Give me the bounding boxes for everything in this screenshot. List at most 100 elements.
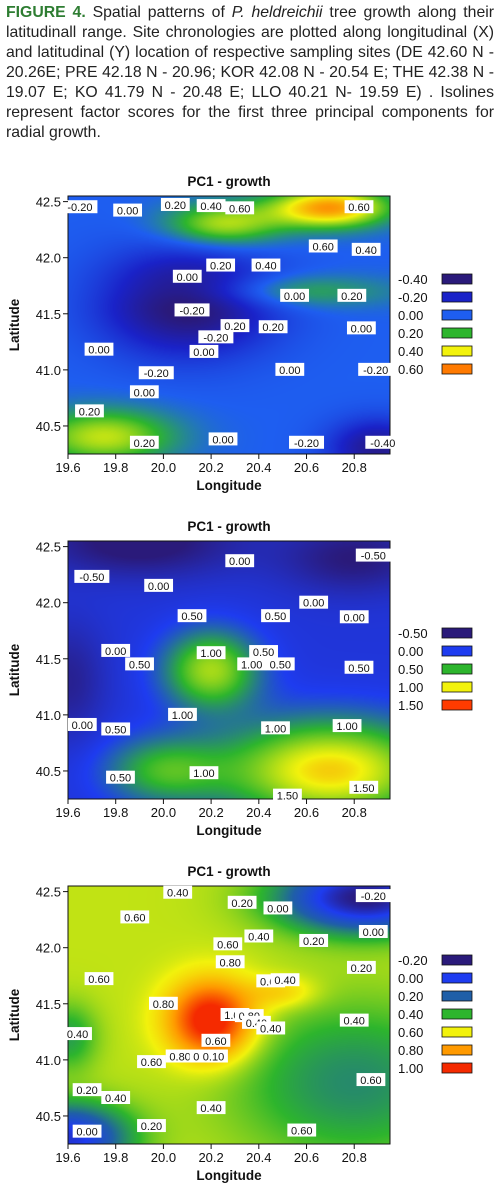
contour-label-box	[220, 319, 250, 333]
y-tick-label: 41.0	[36, 708, 61, 723]
contour-label-box	[273, 788, 302, 802]
contour-label: 0.60	[344, 200, 374, 214]
contour-label: 0.40	[101, 1091, 131, 1105]
contour-label-box	[74, 569, 110, 583]
contour-label-box	[355, 889, 391, 903]
contour-label-text: 0.00	[267, 903, 288, 915]
contour-label-box	[249, 645, 278, 659]
contour-label: 1.50	[273, 788, 302, 803]
contour-label-box	[344, 660, 374, 674]
contour-label-box	[251, 258, 281, 272]
contour-label: 0.80	[215, 955, 245, 969]
species-name: P. heldreichii	[231, 4, 323, 21]
contour-label: 0.50	[249, 645, 278, 659]
plot-frame	[67, 195, 391, 455]
contour-label-text: 0.00	[284, 291, 305, 303]
contour-label-box	[270, 973, 300, 987]
contour-label-box	[227, 895, 257, 909]
contour-label-text: 0.50	[129, 659, 150, 671]
contour-label-box	[358, 924, 388, 938]
contour-label: 0.40	[244, 929, 274, 943]
contour-label-box	[206, 258, 236, 272]
contour-label-text: 0.20	[141, 1121, 162, 1133]
contour-label-text: 0.60	[291, 1126, 312, 1138]
contour-label-box	[163, 885, 193, 899]
contour-label-box	[244, 929, 274, 943]
contour-label-text: -0.20	[144, 368, 169, 380]
contour-label: -0.20	[174, 303, 210, 317]
contour-label-text: 0.60	[124, 912, 145, 924]
legend-label: 1.50	[398, 698, 423, 713]
contour-label: 0.60	[225, 201, 255, 215]
y-tick-label: 42.5	[36, 195, 61, 210]
contour-label: 1.00	[189, 766, 219, 780]
contour-label-text: 0.00	[72, 720, 93, 732]
x-tick-label: 20.4	[246, 460, 271, 475]
x-tick-label: 20.0	[151, 805, 176, 820]
y-tick-label: 42.5	[36, 885, 61, 900]
contour-label-text: 0.20	[224, 321, 245, 333]
contour-label: 0.40	[196, 1101, 226, 1115]
chart-title: PC1 - growth	[187, 174, 270, 189]
contour-label-text: 1.50	[277, 791, 298, 803]
contour-label-box	[358, 362, 394, 376]
x-tick-label: 20.8	[342, 1150, 367, 1165]
contour-label: -0.20	[138, 366, 174, 380]
contour-label-box	[120, 910, 150, 924]
contour-label-text: 0.10	[203, 1052, 224, 1064]
contour-label: 1.00	[168, 707, 197, 722]
contour-label: 1.00	[196, 646, 226, 660]
figure-label: FIGURE 4.	[6, 4, 86, 21]
contour-label-box	[137, 1119, 166, 1133]
contour-label: 0.20	[206, 258, 236, 273]
contour-label-text: -0.20	[179, 305, 204, 317]
contour-label-box	[129, 435, 159, 449]
contour-label-text: 0.00	[212, 434, 233, 446]
contour-label-text: 0.20	[303, 936, 324, 948]
y-tick-label: 40.5	[36, 419, 61, 434]
contour-label: 0.00	[72, 1124, 102, 1139]
contour-label: 0.00	[172, 269, 202, 284]
contour-label-box	[356, 1073, 386, 1087]
contour-label: 0.00	[275, 362, 305, 377]
contour-label-text: 0.00	[279, 365, 300, 377]
legend-swatch	[441, 1026, 473, 1038]
contour-label: 0.20	[72, 1083, 102, 1097]
contour-label-box	[113, 203, 143, 217]
contour-label-text: -0.40	[370, 438, 395, 450]
contour-label-box	[125, 657, 154, 671]
contour-label-box	[208, 432, 238, 446]
x-axis-label: Longitude	[196, 1168, 262, 1183]
contour-label: 0.40	[196, 199, 226, 213]
contour-label-box	[256, 1021, 286, 1035]
contour-label: 0.60	[356, 1073, 386, 1087]
legend-swatch	[441, 273, 473, 285]
contour-label-box	[225, 554, 255, 568]
legend-label: -0.40	[398, 272, 428, 287]
contour-label-text: 1.00	[193, 768, 214, 780]
legend-swatch	[441, 309, 473, 321]
contour-label-text: 0.20	[262, 322, 283, 334]
contour-label: -0.40	[365, 435, 401, 450]
contour-label: 0.20	[258, 320, 288, 334]
legend-swatch	[441, 327, 473, 339]
contour-label-box	[84, 972, 114, 986]
caption-text-rest: tree growth along their latitudinall ran…	[6, 4, 494, 141]
legend-label: 0.50	[398, 662, 423, 677]
contour-label-text: -0.20	[294, 438, 319, 450]
contour-label: 0.00	[129, 385, 159, 399]
contour-label-box	[339, 610, 369, 624]
legend-label: 0.60	[398, 362, 423, 377]
contour-label-box	[215, 955, 245, 969]
contour-label-text: 0.50	[253, 647, 274, 659]
contour-label: -0.20	[355, 889, 391, 903]
contour-label-box	[63, 1027, 92, 1041]
chart-title: PC1 - growth	[187, 864, 270, 879]
contour-label-text: 0.40	[355, 245, 376, 257]
contour-label: 0.50	[101, 722, 131, 736]
contour-label: 0.40	[63, 1027, 92, 1041]
contour-label-text: 0.40	[260, 1023, 281, 1035]
contour-label-text: 0.80	[153, 999, 174, 1011]
plot-frame	[67, 540, 391, 800]
legend-label: 0.20	[398, 989, 423, 1004]
